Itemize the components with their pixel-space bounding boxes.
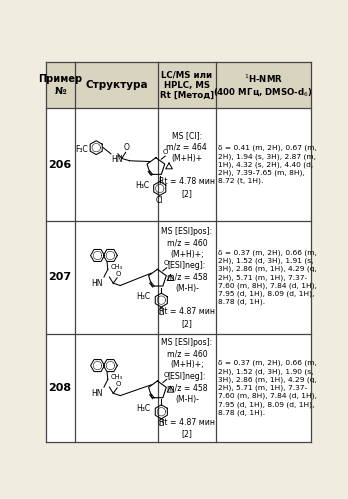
Bar bbox=[46, 62, 311, 108]
Text: HN: HN bbox=[112, 155, 123, 164]
Text: H₃C: H₃C bbox=[135, 181, 149, 190]
Text: H₃C: H₃C bbox=[136, 292, 151, 301]
Text: CH₃: CH₃ bbox=[111, 374, 123, 380]
Text: O: O bbox=[164, 372, 169, 378]
Text: MS [ESI]pos]:
m/z = 460
(M+H)+;
[ESI]neg]:
m/z = 458
(M-H)-

Rt = 4.87 мин
[2]: MS [ESI]pos]: m/z = 460 (M+H)+; [ESI]neg… bbox=[159, 227, 215, 328]
Text: Структура: Структура bbox=[85, 80, 148, 90]
Text: LC/MS или
HPLC, MS
Rt [Метод]: LC/MS или HPLC, MS Rt [Метод] bbox=[160, 70, 214, 100]
Text: O: O bbox=[115, 381, 121, 387]
Text: CH₃: CH₃ bbox=[111, 264, 123, 270]
Text: O: O bbox=[164, 260, 169, 266]
Text: HN: HN bbox=[92, 278, 103, 287]
Text: O: O bbox=[124, 143, 129, 152]
Text: $^{1}$H-NMR
(400 МГц, DMSO-d$_{6}$): $^{1}$H-NMR (400 МГц, DMSO-d$_{6}$) bbox=[213, 72, 313, 98]
Text: MS [CI]:
m/z = 464
(M+H)+

Rt = 4.78 мин
[2]: MS [CI]: m/z = 464 (M+H)+ Rt = 4.78 мин … bbox=[159, 131, 215, 198]
Text: O: O bbox=[163, 149, 168, 155]
Text: HN: HN bbox=[92, 389, 103, 398]
Text: δ = 0.37 (m, 2H), 0.66 (m,
2H), 1.52 (d, 3H), 1.91 (s,
3H), 2.86 (m, 1H), 4.29 (: δ = 0.37 (m, 2H), 0.66 (m, 2H), 1.52 (d,… bbox=[218, 250, 317, 305]
Text: δ = 0.37 (m, 2H), 0.66 (m,
2H), 1.52 (d, 3H), 1.90 (s,
3H), 2.86 (m, 1H), 4.29 (: δ = 0.37 (m, 2H), 0.66 (m, 2H), 1.52 (d,… bbox=[218, 360, 317, 416]
Text: Cl: Cl bbox=[158, 308, 165, 317]
Text: Пример
№: Пример № bbox=[38, 74, 82, 96]
Text: 208: 208 bbox=[49, 383, 72, 393]
Text: Cl: Cl bbox=[158, 420, 165, 429]
Text: F₃C: F₃C bbox=[76, 145, 88, 154]
Text: H₃C: H₃C bbox=[136, 404, 151, 413]
Text: Cl: Cl bbox=[156, 196, 164, 205]
Text: 207: 207 bbox=[49, 272, 72, 282]
Text: MS [ESI]pos]:
m/z = 460
(M+H)+;
[ESI]neg]:
m/z = 458
(M-H)-

Rt = 4.87 мин
[2]: MS [ESI]pos]: m/z = 460 (M+H)+; [ESI]neg… bbox=[159, 338, 215, 438]
Text: 206: 206 bbox=[48, 160, 72, 170]
Text: O: O bbox=[115, 271, 121, 277]
Text: δ = 0.41 (m, 2H), 0.67 (m,
2H), 1.94 (s, 3H), 2.87 (m,
1H), 4.32 (s, 2H), 4.40 (: δ = 0.41 (m, 2H), 0.67 (m, 2H), 1.94 (s,… bbox=[218, 145, 317, 184]
